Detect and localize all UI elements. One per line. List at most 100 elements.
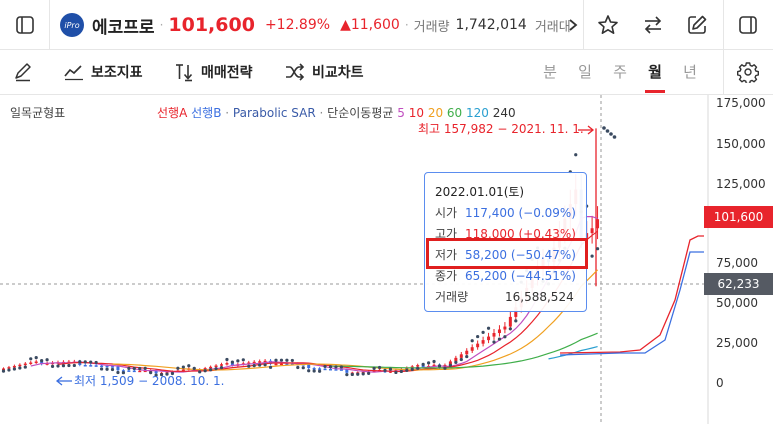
sar-dot: [470, 339, 474, 343]
edit-button[interactable]: [679, 7, 715, 43]
active-period-indicator: [645, 90, 665, 93]
crosshair-price-badge: 62,233: [704, 273, 773, 295]
sar-dot: [127, 366, 131, 370]
sar-dot: [225, 357, 229, 362]
chart-settings-button[interactable]: [730, 54, 766, 90]
indicators-button[interactable]: 보조지표: [64, 58, 143, 86]
candle-body: [339, 369, 343, 371]
sar-dot: [132, 366, 136, 371]
sar-dot: [94, 360, 98, 365]
volume-value: 1,742,014: [455, 17, 527, 33]
sar-dot: [50, 364, 55, 368]
close-value: 65,200 (−44.51%): [465, 268, 576, 283]
period-minute-tab[interactable]: 분: [543, 63, 557, 81]
sar-dot: [105, 367, 109, 371]
sar-dot: [301, 366, 305, 370]
sar-dot: [307, 369, 311, 373]
sar-dot: [361, 372, 365, 376]
sar-dot: [274, 358, 278, 362]
sar-dot: [170, 371, 175, 376]
volume-label: 거래량: [435, 290, 469, 304]
candle-body: [312, 368, 316, 370]
sar-dot: [296, 365, 300, 370]
trading-strategy-button[interactable]: 매매전략: [174, 58, 253, 86]
candle-body: [334, 369, 338, 371]
drawing-tool-button[interactable]: [5, 54, 41, 90]
sar-dot: [508, 327, 512, 331]
shuffle-icon: [286, 63, 305, 81]
sar-dot: [377, 365, 382, 370]
trading-strategy-label: 매매전략: [201, 65, 253, 81]
candle-body: [465, 350, 469, 355]
candle-body: [503, 326, 507, 330]
sar-dot: [497, 337, 502, 341]
sar-dot: [448, 363, 452, 367]
sar-dot: [290, 358, 294, 363]
ma-60-line: [330, 332, 598, 369]
period-year-tab[interactable]: 년: [683, 63, 697, 81]
high-label: 고가: [435, 227, 458, 241]
y-tick-label: 50,000: [716, 296, 758, 310]
sar-dot: [203, 369, 207, 373]
sar-dot: [405, 368, 409, 373]
y-tick-label: 150,000: [716, 137, 766, 151]
sar-dot: [609, 132, 613, 136]
sidebar-toggle-button[interactable]: [7, 7, 43, 43]
candle-body: [432, 364, 436, 367]
sar-dot: [12, 367, 16, 371]
sar-dot: [165, 372, 169, 376]
candle-body: [508, 316, 512, 327]
right-panel-toggle-button[interactable]: [730, 7, 766, 43]
sar-dot: [443, 366, 447, 370]
sar-dot: [67, 363, 71, 368]
compare-chart-button[interactable]: 비교차트: [285, 58, 364, 86]
candle-body: [40, 361, 44, 365]
trade-amount-label: 거래대: [534, 19, 570, 35]
divider: [49, 0, 50, 50]
candle-body: [203, 368, 207, 370]
sar-dot: [602, 126, 606, 130]
sar-dot: [416, 366, 420, 370]
switch-chart-button[interactable]: [635, 7, 671, 43]
candle-body: [279, 363, 283, 366]
candle-body: [372, 370, 376, 373]
ticker-summary[interactable]: 에코프로 · 101,600 +12.89% ▲11,600 · 거래량 1,7…: [92, 0, 570, 50]
candle-body: [94, 365, 98, 367]
sar-dot: [23, 365, 27, 369]
chevron-right-icon: [569, 19, 578, 31]
sar-dot: [279, 358, 284, 362]
price-chart[interactable]: 최고 157,982 − 2021. 11. 1. 최저 1,509 − 2008…: [0, 95, 773, 424]
candle-body: [252, 361, 256, 364]
sar-dot: [399, 369, 403, 374]
high-annotation: 최고 157,982 − 2021. 11. 1.: [418, 122, 584, 136]
sar-dot: [247, 364, 251, 368]
sar-dot: [612, 135, 617, 139]
sar-dot: [1, 369, 6, 373]
star-icon: [598, 15, 618, 35]
period-day-tab[interactable]: 일: [578, 63, 592, 81]
scroll-right-button[interactable]: [566, 14, 580, 36]
sar-dot: [459, 357, 463, 362]
favorite-button[interactable]: [590, 7, 626, 43]
low-price-highlight-box: [426, 238, 588, 269]
candle-body: [421, 365, 425, 368]
sar-dot: [83, 360, 87, 364]
current-price-badge: 101,600: [704, 206, 773, 228]
candle-body: [100, 365, 104, 368]
low-annotation-arrowhead: [55, 376, 63, 386]
sar-dot: [476, 334, 480, 339]
candle-body: [105, 365, 109, 368]
sar-dot: [89, 360, 93, 364]
sar-dot: [481, 330, 485, 335]
candle-body: [410, 366, 414, 368]
period-month-tab[interactable]: 월: [648, 63, 662, 81]
stock-name: 에코프로: [92, 17, 155, 38]
sar-dot: [138, 366, 142, 371]
change-absolute: ▲11,600: [340, 17, 400, 33]
sar-dot: [56, 364, 60, 368]
candle-body: [492, 333, 496, 337]
sar-dot: [574, 153, 578, 157]
sar-dot: [514, 319, 518, 323]
period-week-tab[interactable]: 주: [613, 63, 627, 81]
y-tick-label: 175,000: [716, 96, 766, 110]
